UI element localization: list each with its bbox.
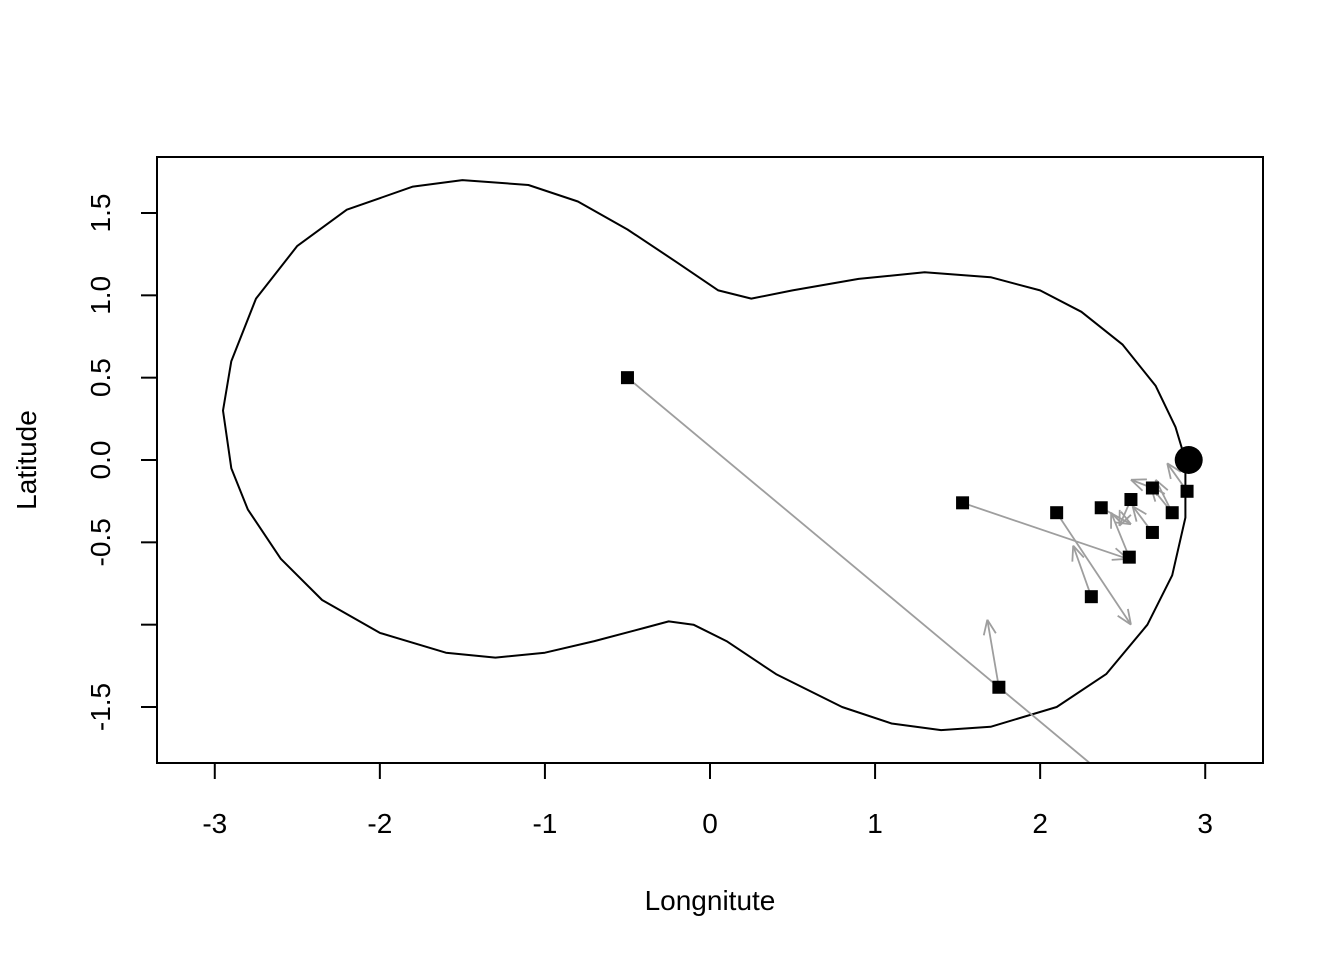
data-point-2 [1050,506,1064,520]
x-tick-label-5: 2 [1032,808,1048,839]
y-tick-label-3: 0.0 [85,441,116,480]
y-axis: -1.5 -0.5 0.0 0.5 1.0 1.5 [85,194,158,731]
y-tick-label-0: -1.5 [85,683,116,731]
data-point-8 [1145,525,1159,539]
x-tick-label-1: -2 [367,808,392,839]
arrow-3 [1071,545,1093,597]
data-point-5 [1145,481,1159,495]
point-layer [620,371,1203,694]
data-point-6 [1180,484,1194,498]
x-tick-label-0: -3 [202,808,227,839]
y-tick-label-4: 0.5 [85,358,116,397]
data-point-11 [992,680,1006,694]
y-tick-label-5: 1.0 [85,276,116,315]
region-boundary [222,179,1187,732]
x-axis-title: Longnitute [645,885,776,916]
x-tick-label-6: 3 [1197,808,1213,839]
data-point-1 [956,496,970,510]
x-axis: -3 -2 -1 0 1 2 3 [202,762,1213,839]
y-tick-label-2: -0.5 [85,518,116,566]
data-point-9 [1122,550,1136,564]
target-point [1174,446,1203,474]
arrow-layer [626,376,1188,764]
data-point-4 [1124,493,1138,507]
y-axis-title: Latitude [11,410,42,510]
arrow-2 [1055,512,1132,626]
data-point-7 [1165,506,1179,520]
data-point-0 [620,371,634,385]
data-point-10 [1084,590,1098,604]
data-point-3 [1094,501,1108,515]
x-tick-label-4: 1 [867,808,883,839]
y-tick-label-6: 1.5 [85,194,116,233]
x-tick-label-3: 0 [702,808,718,839]
arrow-4 [982,619,1000,688]
arrow-0 [626,376,1091,764]
plot-frame [156,156,1264,764]
x-tick-label-2: -1 [532,808,557,839]
boundary-layer [222,179,1187,732]
